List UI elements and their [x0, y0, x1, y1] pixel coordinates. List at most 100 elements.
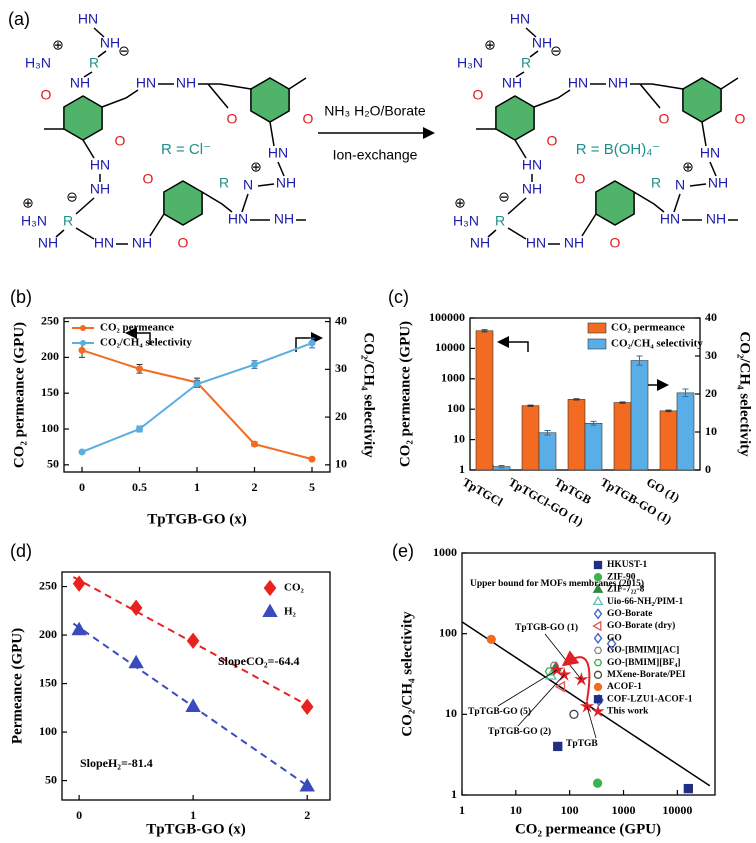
atom-label: HN	[522, 157, 542, 173]
x-tick-label: 1	[459, 803, 465, 817]
atom-label: O	[303, 111, 314, 127]
error-bar	[682, 388, 689, 398]
x-tick-label: 1	[190, 808, 196, 822]
annotation: Upper bound for MOFs membranes (2015)	[470, 578, 644, 589]
leader-line	[517, 674, 565, 727]
atom-label: NH	[470, 235, 490, 251]
atom-label: NH	[176, 75, 196, 91]
atom-label: O	[143, 171, 154, 187]
atom-label: ⊖	[498, 189, 510, 205]
error-bar	[573, 398, 580, 401]
legend-marker	[593, 670, 603, 679]
legend-label: GO-Borate	[607, 609, 652, 619]
y-tick-label: 250	[39, 578, 57, 592]
point	[193, 380, 201, 388]
y-axis-title: Permeance (GPU)	[9, 628, 25, 744]
point	[683, 783, 694, 794]
annotation: SlopeH₂=-81.4	[80, 756, 153, 770]
legend-label: GO-[BMIM][AC]	[607, 646, 679, 656]
point	[251, 361, 258, 369]
atom-label: NH	[608, 75, 628, 91]
atom-label: H₃N	[453, 213, 479, 229]
atom-label: NH	[90, 181, 110, 197]
y-axis-title: CO₂/CH₄ selectivity	[399, 611, 415, 737]
bond	[689, 183, 707, 187]
atom-label: NH	[502, 75, 522, 91]
legend-label: HKUST-1	[607, 560, 648, 570]
atom-label: ⊖	[118, 43, 130, 59]
bond	[55, 229, 65, 238]
ring	[682, 77, 722, 123]
point	[72, 575, 86, 592]
panel-label: (d)	[10, 541, 32, 561]
point-label: TpTGB-GO (2)	[488, 726, 551, 737]
x-tick-label: 1000	[612, 803, 636, 817]
y-tick-label: 1	[459, 462, 465, 476]
error-bar	[481, 329, 488, 333]
atom-label: HN	[568, 75, 588, 91]
bond	[97, 50, 107, 58]
x-tick-label: 2	[304, 808, 310, 822]
point-label: TpTGB	[566, 739, 598, 749]
legend-label: GO-[BMIM][BF₄]	[607, 658, 681, 668]
point	[251, 440, 258, 448]
error-bar	[619, 401, 626, 404]
legend-label: MXene-Borate/PEI	[607, 670, 686, 680]
y2-tick-label: 30	[705, 348, 717, 362]
bond	[75, 227, 95, 240]
atom-label: HN	[94, 235, 114, 251]
point	[300, 698, 314, 716]
ring	[495, 95, 535, 141]
x-axis-title: TpTGB-GO (x)	[146, 821, 246, 837]
bond	[241, 193, 249, 213]
y-tick-label: 150	[39, 675, 57, 689]
legend-label: Uio-66-NH₂/PIM-1	[607, 597, 683, 607]
bond	[709, 161, 717, 177]
legend-marker	[593, 658, 603, 667]
bond	[507, 197, 527, 215]
x-tick-label: 2	[252, 480, 258, 494]
y-tick-label: 100	[39, 724, 57, 738]
y2-axis-title: CO₂/CH₄ selectivity	[737, 331, 753, 457]
atom-label: H₃N	[25, 55, 51, 71]
bar	[584, 422, 603, 471]
atom-label: HN	[90, 157, 110, 173]
plot-frame	[461, 552, 716, 796]
atom-label: O	[659, 111, 670, 127]
bond	[515, 71, 525, 78]
legend-swatch	[587, 338, 607, 350]
legend-marker	[593, 695, 603, 704]
legend-swatch	[587, 322, 607, 334]
leader-line	[497, 669, 558, 707]
legend-marker	[80, 325, 86, 331]
atom-label: NH	[522, 181, 542, 197]
bond	[525, 27, 537, 38]
point	[606, 637, 617, 650]
point	[486, 634, 496, 645]
legend-marker	[593, 682, 603, 692]
bond	[82, 139, 95, 159]
y2-tick-label: 20	[335, 409, 347, 423]
x-tick-label: 0	[76, 808, 82, 822]
point-label: TpTGB-GO (5)	[468, 706, 531, 717]
x-tick-label: 10	[510, 803, 522, 817]
annotation: SlopeCO₂=-64.4	[218, 654, 299, 668]
bond	[639, 83, 661, 109]
atom-label: N	[243, 177, 253, 193]
atom-label: N	[675, 177, 685, 193]
atom-label: O	[575, 171, 586, 187]
bond	[257, 183, 275, 187]
point	[569, 709, 579, 719]
legend-marker	[593, 608, 603, 620]
point	[308, 339, 316, 347]
y-axis-title: CO₂ permeance (GPU)	[11, 322, 27, 468]
atom-label: HN	[228, 211, 248, 227]
bond	[514, 139, 527, 159]
atom-label: O	[227, 111, 238, 127]
atom-label: O	[547, 133, 558, 149]
point	[136, 365, 143, 373]
y-tick-label: 1000	[441, 371, 465, 385]
series-line	[81, 342, 313, 453]
atom-label: O	[115, 133, 126, 149]
point	[71, 621, 87, 636]
